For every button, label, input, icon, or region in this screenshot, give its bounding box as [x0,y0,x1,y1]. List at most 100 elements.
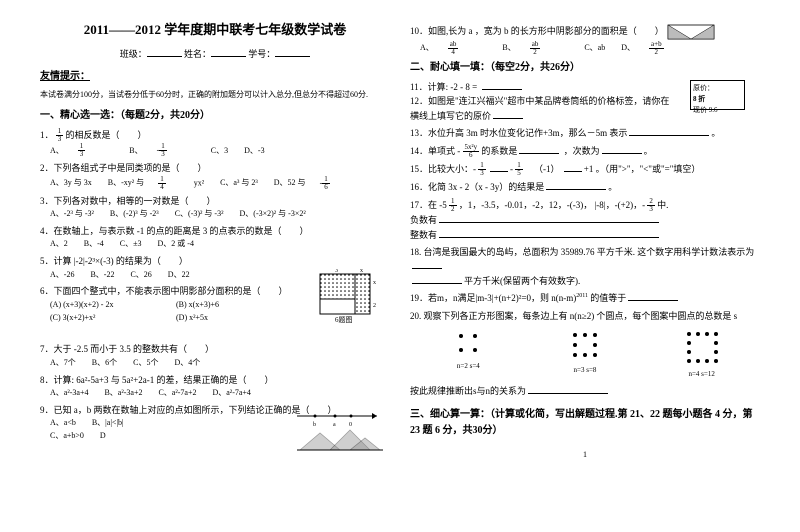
question-17: 17．在 -5 12 ，1，-3.5，-0.01，-2，12，-(-3)， |-… [410,198,760,242]
q1-choices: A、13 B、-13 C、3 D、-3 [40,143,390,158]
q2-d: D、52 与-16 [274,176,358,191]
svg-text:a: a [333,422,336,428]
name-blank [211,47,246,57]
q15-blank2 [564,162,582,172]
q17-nums: ，1，-3.5，-0.01，-2，12，-(-3) [459,200,583,210]
q18-l2: 平方千米(保留两个有效数字). [464,276,580,286]
info-line: 班级： 姓名： 学号： [40,47,390,61]
q6-choices: (A) (x+3)(x+2) - 2x (B) x(x+3)+6 (C) 3(x… [40,299,280,325]
class-blank [147,47,182,57]
q5-d: D、22 [168,269,190,282]
q16-text: 16．化简 3x - 2（x - 3y）的结果是 [410,182,544,192]
fig-n3-label: n=3 s=8 [562,365,607,376]
q15-blank1 [490,162,508,172]
q15-t3: 。（用">"，"<"或"="填空） [596,164,701,174]
q1-a: A、13 [50,143,113,158]
q10-d: D、a+b2 [621,41,691,56]
q1-num: 1． [40,130,54,140]
q9-b: B、|a|<|b| [92,417,124,430]
question-6: 6．下面四个整式中，不能表示图中阴影部分面积的是（ ） (A) (x+3)(x+… [40,284,390,339]
q5-b: B、-22 [90,269,114,282]
fig-n3: n=3 s=8 [562,329,607,380]
q11-text: 11．计算: -2 - 8 = [410,82,480,92]
q16-blank [546,180,606,190]
q18-blank1 [412,259,442,269]
question-15: 15．比较大小：- 13 - 15 （-1） +1 。（用">"，"<"或"="… [410,162,760,177]
q6-a: (A) (x+3)(x+2) - 2x [50,299,160,312]
q12-blank [493,109,523,119]
question-7: 7．大于 -2.5 而小于 3.5 的整数共有（ ） A、7个 B、6个 C、5… [40,342,390,369]
q9-choices: A、a<b B、|a|<|b| C、a+b>0 D [40,417,270,443]
section1-header: 一、精心选一选：（每题2分，共20分） [40,108,390,124]
reminder-label: 友情提示： [40,69,390,85]
question-16: 16．化简 3x - 2（x - 3y）的结果是。 [410,180,760,194]
q1-frac: 13 [56,128,64,143]
q4-text: 4．在数轴上，与表示数 -1 的点的距离是 3 的点表示的数是（ ） [40,226,309,236]
q5-text: 5．计算 |-2|-2³×(-3) 的结果为（ ） [40,256,188,266]
q9-figure: b a 0 [295,408,385,453]
q7-c: C、5个 [133,357,158,370]
q12-text: 12．如图是"连江兴福兴"超市中某品牌卷筒纸的价格标签，请你在横线上填写它的原价 [410,96,669,120]
q7-text: 7．大于 -2.5 而小于 3.5 的整数共有（ ） [40,344,214,354]
q14-frac: 5x²y6 [463,144,480,159]
svg-text:b: b [313,422,316,428]
svg-text:3: 3 [335,269,338,274]
price-orig: 原价： [693,83,742,94]
q10-c: C、ab [584,42,605,55]
price-discount: 8 折 [693,94,742,105]
q9-a: A、a<b [50,417,76,430]
name-label: 姓名： [184,49,211,59]
q19-text: 19．若m，n满足|m-3|+(n+2)²=0，则 n(n-m) [410,293,576,303]
q19-blank [628,291,678,301]
q10-a: A、ab4 [420,41,486,56]
q5-a: A、-26 [50,269,74,282]
q8-b: B、a²-3a+2 [104,387,142,400]
q20-blank [528,384,608,394]
question-11-12: 11．计算: -2 - 8 = 12．如图是"连江兴福兴"超市中某品牌卷筒纸的价… [410,80,760,123]
question-9: 9．已知 a，b 两数在数轴上对应的点如图所示，下列结论正确的是（ ） A、a<… [40,403,390,453]
q10-b: B、ab2 [502,41,568,56]
q17-blank2 [439,228,659,238]
q9-d: D [100,430,106,443]
q2-c: C、a³ 与 2³ [220,177,258,190]
q8-c: C、a²-7a+2 [158,387,196,400]
q17-f2: 23 [647,198,655,213]
q20-tail: 按此规律推断出s与n的关系为 [410,386,526,396]
q18-blank2 [412,274,462,284]
q4-b: B、-4 [84,238,104,251]
q15-t2: （-1） [534,164,560,174]
section3-header: 三、细心算一算：（计算或化简，写出解题过程.第 21、22 题每小题各 4 分，… [410,407,760,439]
q15-t1: 15．比较大小：- [410,164,476,174]
q1-b: B、-13 [129,143,195,158]
fig-n4-label: n=4 s=12 [679,369,724,380]
svg-text:2: 2 [373,303,376,309]
q10-figure [666,26,716,36]
q1-tail: 的相反数是（ ） [66,130,147,140]
question-10: 10．如图,长为 a ，宽为 b 的长方形中阴影部分的面积是（ ） A、ab4 … [410,23,760,56]
number-blank [275,47,310,57]
fig-n2-label: n=2 s=4 [446,361,491,372]
q7-d: D、4个 [174,357,200,370]
q9-text: 9．已知 a，b 两数在数轴上对应的点如图所示，下列结论正确的是（ ） [40,405,337,415]
left-column: 2011——2012 学年度期中联考七年级数学试卷 班级： 姓名： 学号： 友情… [30,20,400,512]
price-now: 现价 9.6 [693,105,742,116]
q8-d: D、a²-7a+4 [212,387,250,400]
q7-a: A、7个 [50,357,76,370]
section2-header: 二、耐心填一填：（每空2分，共26分） [410,60,760,76]
q17-tail: 中. [657,200,668,210]
q10-text: 10．如图,长为 a ，宽为 b 的长方形中阴影部分的面积是（ ） [410,26,664,36]
page-number: 1 [410,449,760,462]
q8-a: A、a²-3a+4 [50,387,88,400]
q6-b: (B) x(x+3)+6 [176,299,219,312]
q14-blank2 [602,144,642,154]
q3-text: 3．下列各对数中，相等的一对数是（ ） [40,196,216,206]
q17-neg: 负数有 [410,215,437,225]
q4-c: C、±3 [120,238,142,251]
q4-choices: A、2 B、-4 C、±3 D、2 或 -4 [40,238,390,251]
q3-d: D、(-3×2)² 与 -3×2² [240,208,306,221]
question-13: 13．水位升高 3m 时水位变化记作+3m，那么－5m 表示。 [410,126,760,140]
q17-mid: |-8|，-(+2)，- [595,200,646,210]
svg-text:x: x [373,280,376,286]
fig-n4: n=4 s=12 [679,329,724,380]
q3-c: C、(-3)² 与 -3² [175,208,224,221]
